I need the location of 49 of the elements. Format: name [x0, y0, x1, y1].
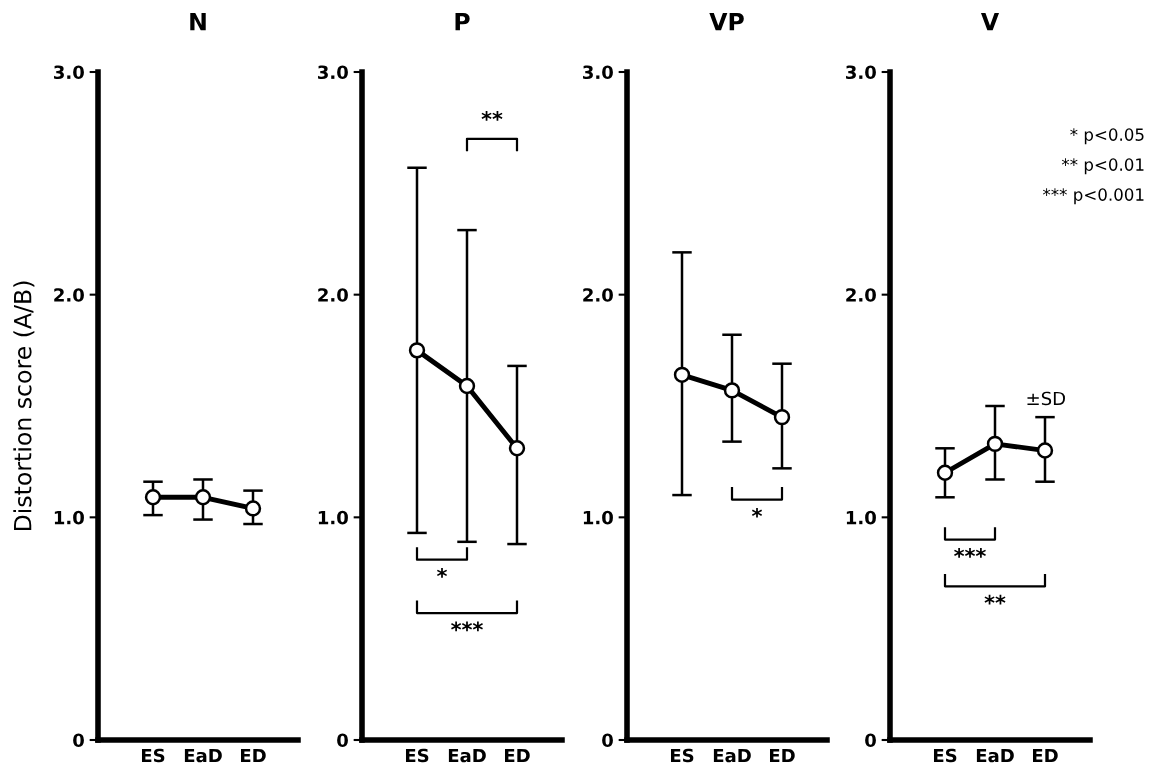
- y-tick-label: 0: [865, 733, 876, 748]
- y-tick-label: 3.0: [846, 65, 876, 80]
- x-tick-label: EaD: [184, 748, 222, 763]
- y-tick-label: 0: [602, 733, 613, 748]
- chart-title: P: [455, 13, 470, 31]
- x-tick-label: ES: [405, 748, 429, 763]
- annotation: ** p<0.01: [1061, 158, 1144, 175]
- point: [458, 377, 476, 395]
- x-tick-label: ED: [505, 748, 530, 763]
- x-tick-label: ED: [1033, 748, 1058, 763]
- annotation: ***: [451, 621, 483, 632]
- y-tick-label: 3.0: [318, 65, 348, 80]
- point: [723, 382, 741, 399]
- y-axis-title: Distortion score (A/B): [13, 281, 35, 531]
- chart-title: N: [190, 13, 206, 31]
- point: [408, 342, 426, 359]
- x-tick-label: EaD: [713, 748, 751, 763]
- x-tick-label: ES: [933, 748, 957, 763]
- y-tick-label: 0: [73, 733, 84, 748]
- annotation: ***: [954, 547, 986, 558]
- y-tick-label: 1.0: [54, 510, 84, 525]
- annotation: **: [984, 594, 1006, 605]
- x-tick-label: ED: [770, 748, 795, 763]
- x-tick-label: ES: [670, 748, 694, 763]
- y-tick-label: 0: [337, 733, 348, 748]
- chart-title: V: [980, 13, 1000, 31]
- annotation: **: [481, 110, 503, 121]
- y-tick-label: 3.0: [583, 65, 613, 80]
- text: * p<0.05: [1070, 128, 1144, 145]
- y-tick-label: 1.0: [846, 510, 876, 525]
- annotation: *: [751, 507, 763, 518]
- y-tick-label: 2.0: [318, 288, 348, 302]
- annotation: *** p<0.001: [1042, 188, 1144, 205]
- y-tick-label: 3.0: [54, 65, 84, 80]
- point: [773, 408, 791, 426]
- chart-title: VP: [709, 13, 744, 31]
- y-tick-label: 1.0: [583, 510, 613, 525]
- y-tick-label: 2.0: [54, 288, 84, 302]
- x-tick-label: EaD: [448, 748, 486, 763]
- point: [508, 440, 526, 457]
- y-tick-label: 2.0: [846, 288, 876, 302]
- annotation: ±SD: [1027, 391, 1065, 406]
- x-tick-label: EaD: [976, 748, 1014, 763]
- point: [673, 366, 691, 384]
- x-tick-label: ES: [141, 748, 165, 763]
- x-tick-label: ED: [241, 748, 266, 763]
- y-tick-label: 2.0: [583, 288, 613, 302]
- annotation: *: [436, 568, 448, 578]
- y-tick-label: 1.0: [318, 510, 348, 525]
